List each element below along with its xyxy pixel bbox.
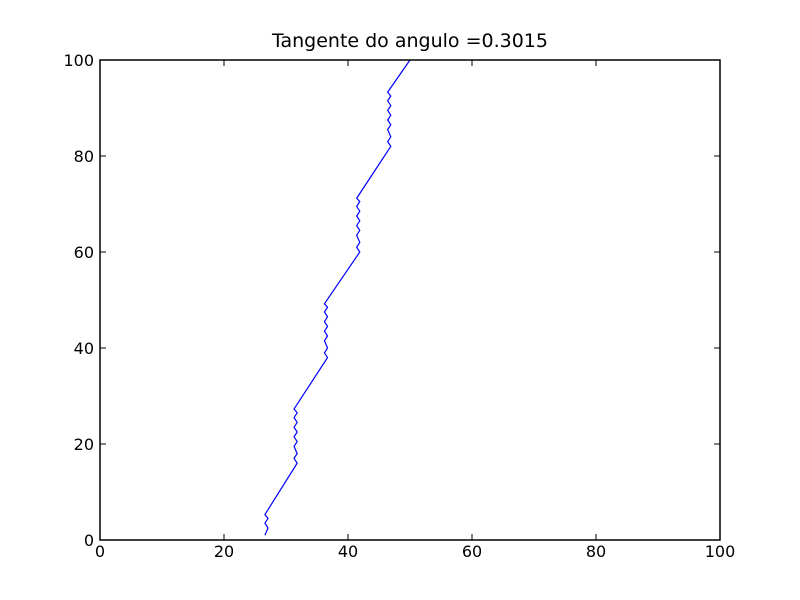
chart-title: Tangente do angulo =0.3015 — [271, 30, 548, 52]
axis-tick-labels: 0 20 40 60 80 100 0 20 40 60 80 100 — [63, 51, 735, 561]
x-tick-label: 80 — [586, 542, 606, 561]
y-tick-label: 80 — [74, 147, 94, 166]
y-tick-label: 0 — [84, 531, 94, 550]
y-tick-label: 20 — [74, 435, 94, 454]
x-tick-label: 0 — [95, 542, 105, 561]
x-tick-label: 60 — [462, 542, 482, 561]
y-tick-label: 60 — [74, 243, 94, 262]
plot-frame — [99, 59, 721, 541]
plot-area — [100, 60, 720, 540]
x-tick-label: 100 — [705, 542, 736, 561]
x-tick-label: 40 — [338, 542, 358, 561]
series-line-0 — [264, 59, 411, 536]
x-tick-label: 20 — [214, 542, 234, 561]
y-tick-label: 40 — [74, 339, 94, 358]
y-tick-label: 100 — [63, 51, 94, 70]
series-layer — [264, 59, 411, 536]
